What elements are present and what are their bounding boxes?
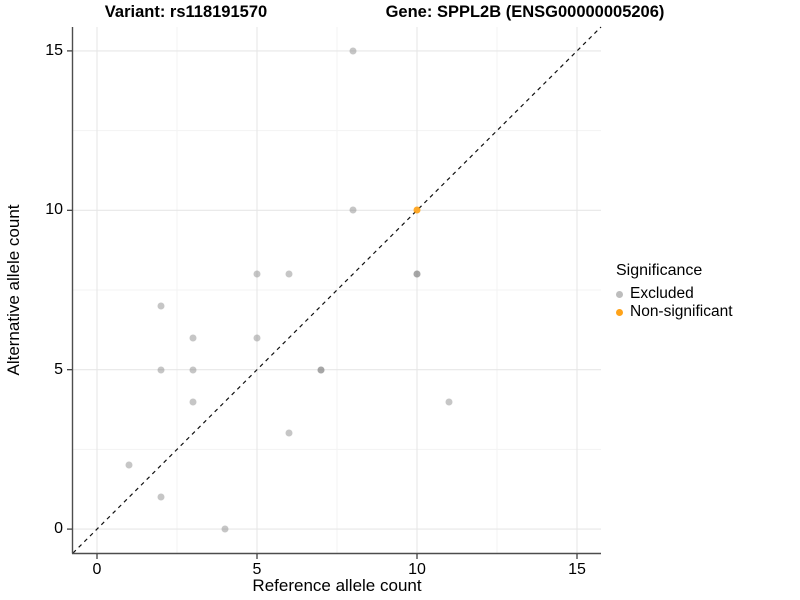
legend-entry-label: Excluded	[630, 285, 694, 302]
x-tick-label: 0	[92, 561, 102, 578]
x-tick-label: 10	[408, 561, 426, 578]
plot-title-gene: Gene: SPPL2B (ENSG00000005206)	[385, 3, 665, 21]
data-point-excluded	[189, 398, 197, 406]
non-significant-key-dot-icon	[616, 308, 623, 316]
data-point-excluded	[413, 270, 421, 278]
y-tick-label: 0	[54, 520, 63, 538]
data-point-excluded	[349, 47, 357, 55]
data-point-excluded	[157, 302, 165, 310]
data-point-excluded	[125, 461, 133, 469]
y-tick-label: 5	[54, 360, 63, 378]
data-point-excluded	[253, 334, 261, 342]
legend: Significance Excluded Non-significant	[616, 262, 733, 321]
data-point-excluded	[189, 334, 197, 342]
x-tick-label: 5	[252, 561, 262, 578]
data-point-excluded	[317, 366, 325, 374]
data-point-excluded	[285, 270, 293, 278]
y-axis-title: Alternative allele count	[4, 204, 23, 376]
legend-entry-excluded: Excluded	[616, 285, 733, 303]
data-point-excluded	[413, 270, 421, 278]
excluded-key-dot-icon	[616, 290, 623, 298]
data-point-excluded	[445, 398, 453, 406]
legend-entry-non-significant: Non-significant	[616, 303, 733, 321]
data-point-non-significant	[413, 206, 421, 214]
data-point-excluded	[349, 206, 357, 214]
y-tick-label: 15	[45, 41, 63, 59]
data-point-excluded	[157, 493, 165, 501]
y-tick-label: 10	[45, 201, 63, 219]
legend-title: Significance	[616, 262, 703, 279]
x-axis-title: Reference allele count	[252, 576, 422, 595]
data-point-excluded	[221, 525, 229, 533]
legend-entry-label: Non-significant	[630, 303, 733, 320]
data-point-excluded	[157, 366, 165, 374]
x-tick-label: 15	[568, 561, 586, 578]
data-point-excluded	[253, 270, 261, 278]
data-point-excluded	[189, 366, 197, 374]
plot-title-variant: Variant: rs118191570	[104, 3, 268, 21]
data-point-excluded	[317, 366, 325, 374]
data-point-excluded	[285, 429, 293, 437]
